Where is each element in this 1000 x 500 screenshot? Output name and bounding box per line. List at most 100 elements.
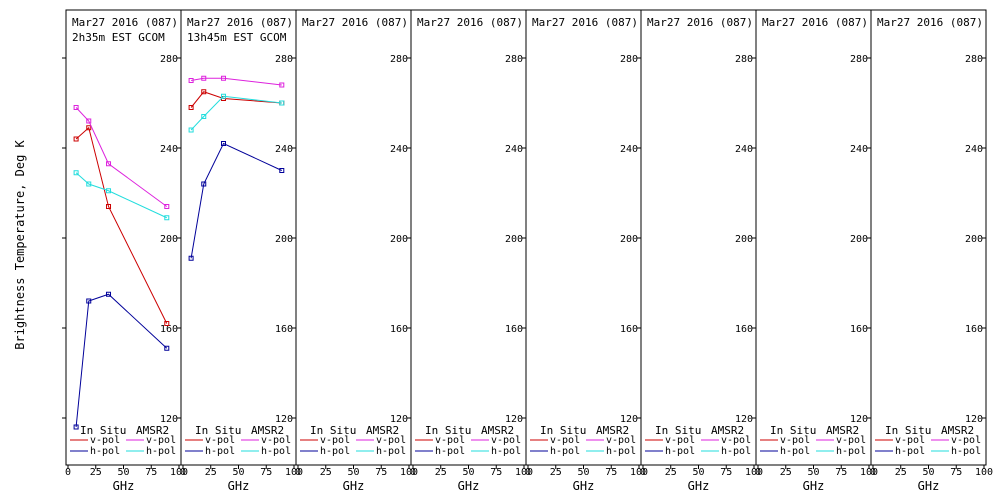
data-point [106,204,112,209]
data-point [73,136,79,142]
legend-label-insitu: v-pol [435,435,465,446]
data-point [279,168,285,173]
y-tick-label: 120 [735,414,753,425]
legend-label-amsr2: v-pol [836,435,866,446]
legend-label-insitu: h-pol [320,446,350,457]
y-tick-label: 280 [735,54,753,65]
x-tick-label: 25 [780,467,792,478]
panel-title: Mar27 2016 (087) [877,16,983,29]
legend-insitu-header: In Situ [425,424,471,437]
y-tick-label: 120 [505,414,523,425]
series-line [75,126,168,324]
y-tick-label: 160 [160,324,178,335]
x-tick-label: 50 [462,467,474,478]
legend-insitu-header: In Situ [310,424,356,437]
legend-label-insitu: v-pol [550,435,580,446]
x-tick-label: 100 [975,467,993,478]
data-point [201,114,207,119]
y-tick-label: 200 [735,234,753,245]
x-tick-label: 75 [835,467,847,478]
legend-insitu-header: In Situ [195,424,241,437]
legend-label-amsr2: v-pol [491,435,521,446]
data-point [188,105,194,110]
legend-amsr2-header: AMSR2 [941,424,974,437]
legend-amsr2-header: AMSR2 [711,424,744,437]
legend-label-insitu: v-pol [780,435,810,446]
y-tick-label: 200 [505,234,523,245]
legend-label-amsr2: h-pol [146,446,176,457]
legend-label-insitu: h-pol [205,446,235,457]
legend-insitu-header: In Situ [885,424,931,437]
y-tick-label: 120 [160,414,178,425]
y-tick-label: 160 [965,324,983,335]
legend-amsr2-header: AMSR2 [826,424,859,437]
panel-subtitle: 13h45m EST GCOM [187,31,287,44]
x-tick-label: 25 [895,467,907,478]
legend-insitu-header: In Situ [80,424,126,437]
legend-label-amsr2: v-pol [951,435,981,446]
panel-6: Mar27 2016 (087) 120 160 200 240 280 0 25 50 75 10… [640,9,763,493]
x-axis-label: GHz [113,479,135,493]
x-tick-label: 0 [295,467,301,478]
legend-label-amsr2: v-pol [146,435,176,446]
x-axis-label: GHz [918,479,940,493]
panel-8: Mar27 2016 (087) 120 160 200 240 280 0 25 50 75 10… [870,9,993,493]
legend-insitu-header: In Situ [540,424,586,437]
panel-7: Mar27 2016 (087) 120 160 200 240 280 0 25 50 75 10… [755,9,878,493]
legend-insitu-header: In Situ [655,424,701,437]
y-tick-label: 240 [735,144,753,155]
y-tick-label: 160 [620,324,638,335]
data-point [164,215,170,221]
x-tick-label: 25 [435,467,447,478]
panel-1: Mar27 2016 (087) 2h35m EST GCOM 120 160 200 2… [62,9,188,493]
x-tick-label: 25 [550,467,562,478]
x-tick-label: 0 [180,467,186,478]
panel-5: Mar27 2016 (087) 120 160 200 240 280 0 25 50 75 10… [525,9,648,493]
panel-title: Mar27 2016 (087) [302,16,408,29]
x-tick-label: 0 [410,467,416,478]
y-tick-label: 160 [505,324,523,335]
series-line [190,91,282,108]
legend-amsr2-header: AMSR2 [251,424,284,437]
y-tick-label: 240 [390,144,408,155]
y-tick-label: 160 [390,324,408,335]
series-line [191,77,282,86]
data-point [73,424,79,430]
y-tick-label: 200 [390,234,408,245]
y-tick-label: 160 [850,324,868,335]
x-tick-label: 50 [922,467,934,478]
panel-subtitle: 2h35m EST GCOM [72,31,165,44]
y-tick-label: 120 [275,414,293,425]
x-tick-label: 100 [170,467,188,478]
x-tick-label: 0 [870,467,876,478]
legend-insitu-header: In Situ [770,424,816,437]
y-tick-label: 240 [965,144,983,155]
x-tick-label: 25 [320,467,332,478]
data-point [188,78,194,83]
y-tick-label: 120 [620,414,638,425]
y-tick-label: 200 [620,234,638,245]
y-tick-label: 280 [965,54,983,65]
panel-title: Mar27 2016 (087) [532,16,638,29]
legend-label-amsr2: h-pol [836,446,866,457]
x-tick-label: 75 [720,467,732,478]
y-tick-label: 160 [275,324,293,335]
legend-label-insitu: h-pol [435,446,465,457]
x-tick-label: 75 [605,467,617,478]
x-tick-label: 75 [375,467,387,478]
legend-label-insitu: h-pol [895,446,925,457]
legend-label-insitu: h-pol [665,446,695,457]
legend-label-amsr2: v-pol [376,435,406,446]
x-tick-label: 0 [65,467,71,478]
data-point [86,125,92,131]
x-tick-label: 100 [285,467,303,478]
x-axis-label: GHz [573,479,595,493]
legend-label-amsr2: h-pol [376,446,406,457]
x-tick-label: 75 [145,467,157,478]
x-tick-label: 0 [640,467,646,478]
x-axis-label: GHz [343,479,365,493]
y-tick-label: 120 [390,414,408,425]
legend-label-insitu: v-pol [90,435,120,446]
legend-label-amsr2: h-pol [606,446,636,457]
legend-amsr2-header: AMSR2 [481,424,514,437]
